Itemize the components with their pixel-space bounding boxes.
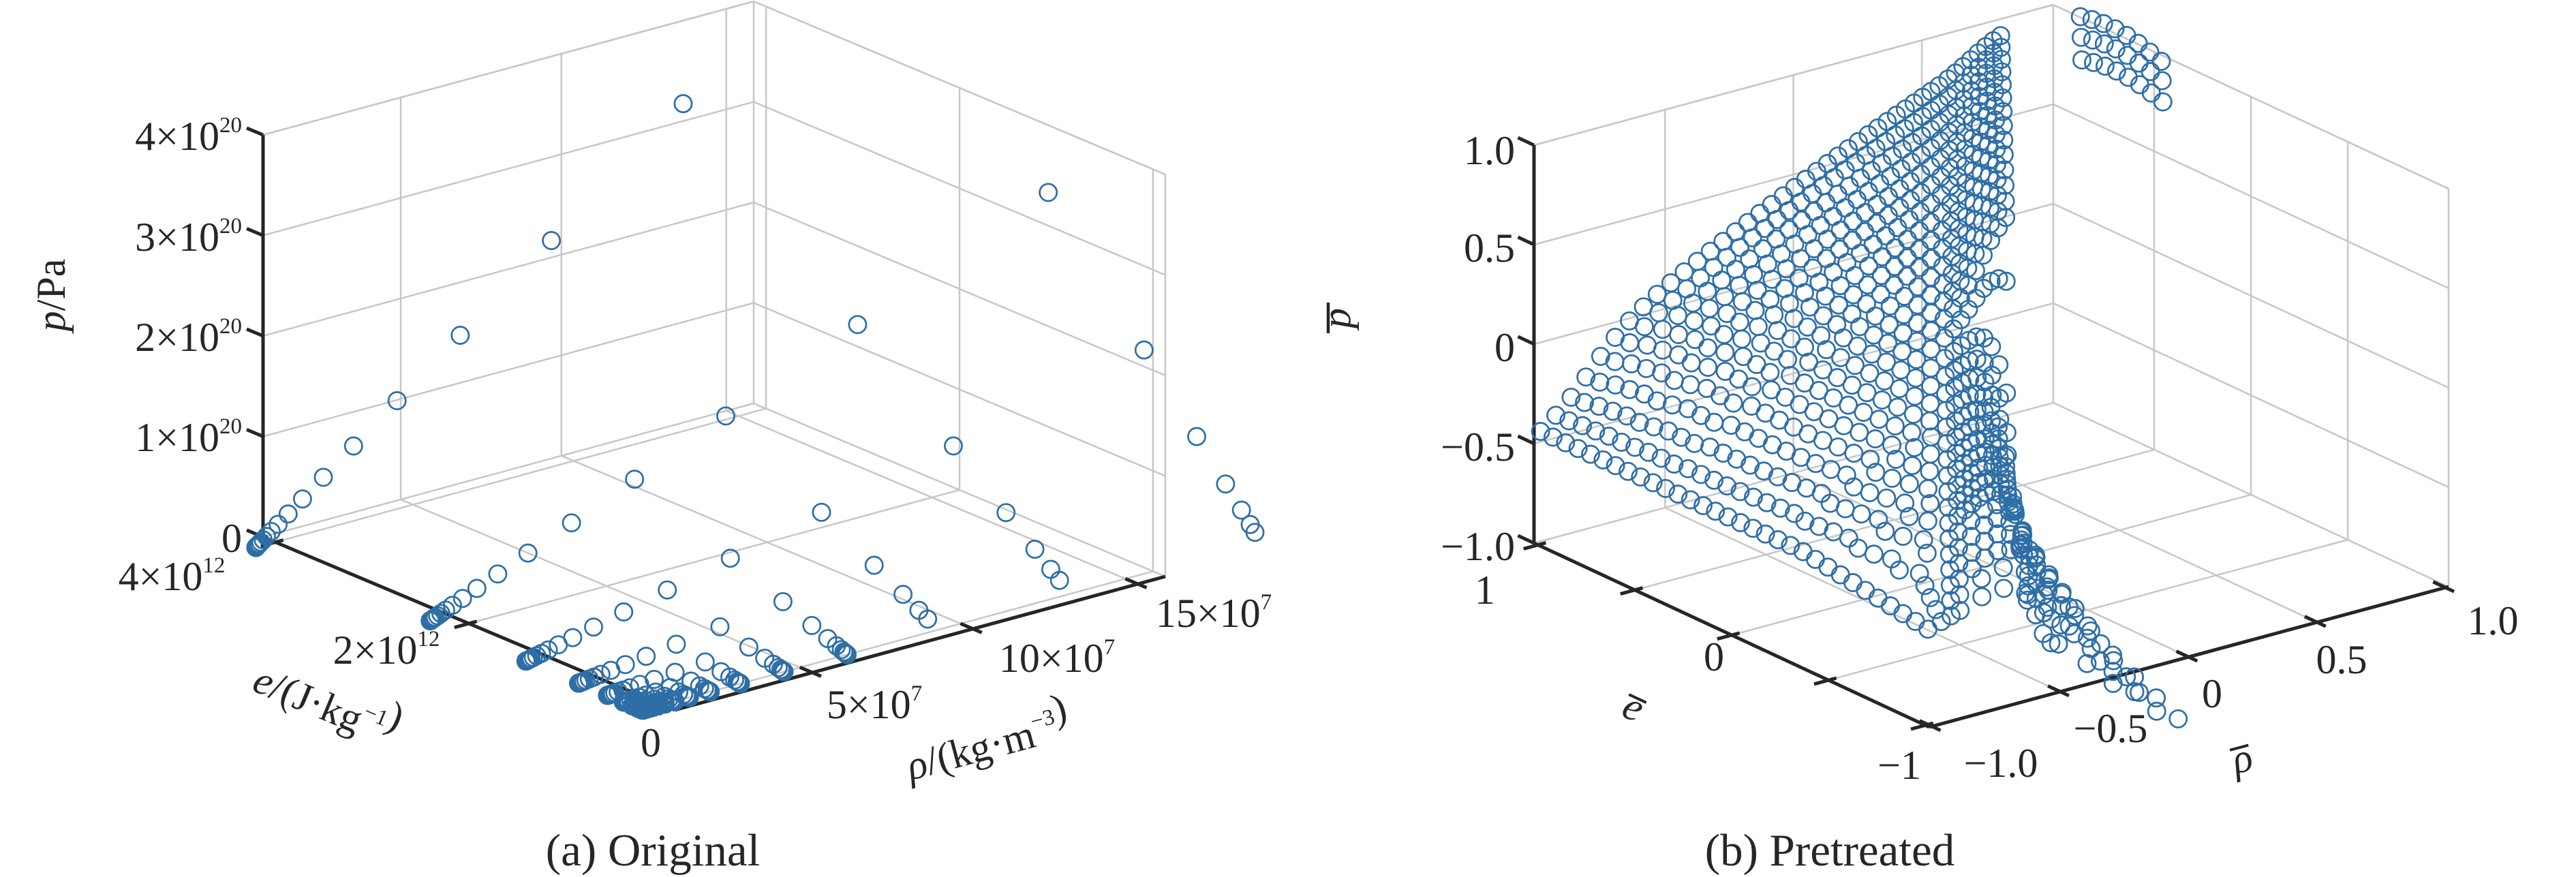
svg-text:−1.0: −1.0 [1964,741,2038,786]
svg-text:−1: −1 [1877,743,1921,788]
svg-text:4×1012: 4×1012 [119,553,226,599]
svg-text:−1.0: −1.0 [1441,524,1515,569]
svg-text:0: 0 [221,516,242,561]
svg-text:p/Pa: p/Pa [29,259,74,335]
svg-text:(b) Pretreated: (b) Pretreated [1705,825,1954,876]
svg-text:0: 0 [1494,325,1515,370]
svg-text:1: 1 [1475,568,1495,613]
svg-text:0.5: 0.5 [1464,226,1515,271]
svg-text:−0.5: −0.5 [1441,425,1515,470]
svg-text:10×107: 10×107 [999,635,1115,681]
svg-text:2×1012: 2×1012 [333,627,440,673]
svg-text:15×107: 15×107 [1156,590,1272,636]
svg-text:(a) Original: (a) Original [546,825,760,876]
svg-text:5×107: 5×107 [827,681,922,727]
svg-text:−0.5: −0.5 [2074,706,2148,751]
svg-text:0: 0 [1704,634,1724,679]
svg-text:0.5: 0.5 [2316,637,2367,682]
svg-text:1.0: 1.0 [1464,128,1515,173]
svg-text:0: 0 [2202,671,2222,716]
svg-text:0: 0 [641,720,661,765]
svg-text:p: p [1314,308,1359,331]
svg-text:1.0: 1.0 [2468,598,2519,643]
